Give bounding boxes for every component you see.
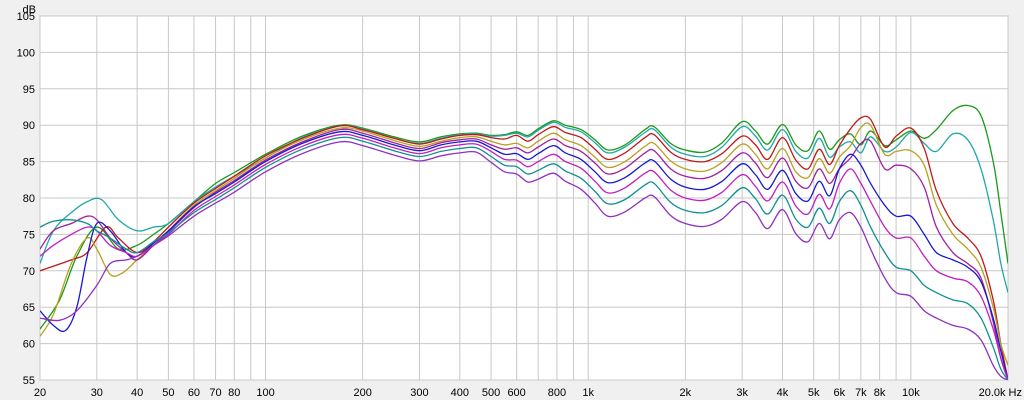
y-tick-label: 55 (23, 375, 35, 387)
x-tick-label: 70 (209, 387, 221, 399)
series-line-1 (40, 104, 1008, 330)
series-line-7 (40, 133, 1008, 380)
y-tick-label: 90 (23, 120, 35, 132)
x-tick-label: 2k (680, 387, 692, 399)
x-tick-label: 600 (507, 387, 525, 399)
series-line-6 (40, 130, 1008, 380)
x-tick-label: 20 (34, 387, 46, 399)
series-layer (40, 104, 1008, 380)
x-tick-label: 7k (855, 387, 867, 399)
x-tick-label: 4k (777, 387, 789, 399)
y-tick-label: 80 (23, 193, 35, 205)
y-axis-ticks: 55 60 65 70 75 80 85 90 95 100 105 (17, 11, 35, 387)
x-tick-label: 500 (482, 387, 500, 399)
x-tick-label: 10k (902, 387, 920, 399)
series-line-3 (40, 115, 1008, 380)
x-tick-label: 20.0k Hz (979, 387, 1022, 399)
y-tick-label: 75 (23, 229, 35, 241)
x-tick-label: 6k (833, 387, 845, 399)
y-tick-label: 100 (17, 47, 35, 59)
x-tick-label: 80 (228, 387, 240, 399)
x-tick-label: 30 (91, 387, 103, 399)
x-tick-label: 100 (256, 387, 274, 399)
series-line-2 (40, 121, 1008, 293)
x-tick-label: 200 (353, 387, 371, 399)
x-axis-ticks: 20 30 40 50 60 70 80 100 200 300 400 500 600 800 1k 2k 3… (34, 387, 1022, 399)
x-tick-label: 60 (188, 387, 200, 399)
series-line-9 (40, 140, 1008, 380)
y-tick-label: 105 (17, 11, 35, 23)
series-line-4 (40, 122, 1008, 366)
x-tick-label: 1k (582, 387, 594, 399)
x-tick-label: 800 (548, 387, 566, 399)
y-axis-unit: dB (23, 4, 36, 16)
y-tick-label: 60 (23, 339, 35, 351)
x-tick-label: 3k (736, 387, 748, 399)
series-line-8 (40, 136, 1008, 380)
x-tick-label: 50 (162, 387, 174, 399)
x-tick-label: 300 (410, 387, 428, 399)
x-tick-label: 400 (451, 387, 469, 399)
x-tick-label: 40 (131, 387, 143, 399)
x-tick-label: 8k (874, 387, 886, 399)
y-tick-label: 65 (23, 302, 35, 314)
y-tick-label: 95 (23, 84, 35, 96)
y-tick-label: 85 (23, 157, 35, 169)
x-tick-label: 5k (808, 387, 820, 399)
y-tick-label: 70 (23, 266, 35, 278)
